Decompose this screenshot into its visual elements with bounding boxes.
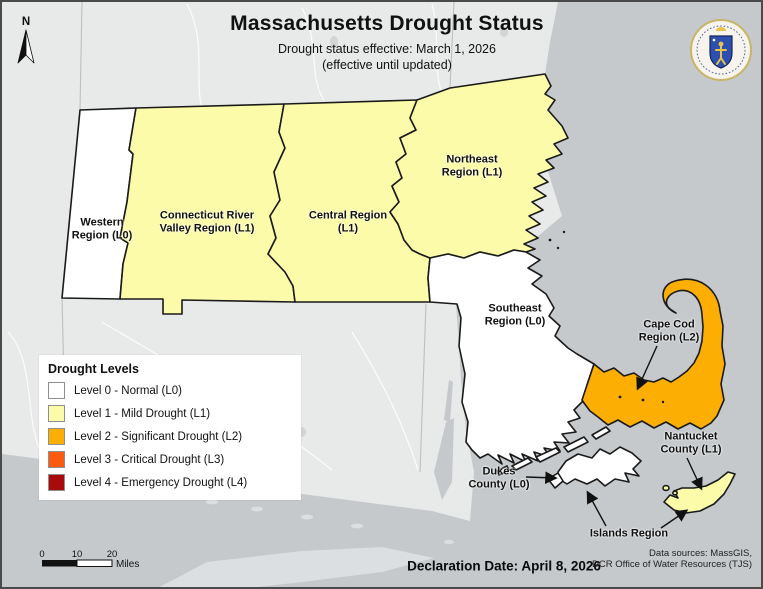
harbor-islets: [548, 230, 665, 404]
marthas-vineyard-polygon: [557, 446, 642, 487]
leader-arrow-cape-cod-icon: [636, 345, 658, 391]
scale-tick-0: 0: [39, 549, 44, 560]
label-islands-region: Islands Region: [589, 527, 669, 540]
legend-swatch-l2-icon: [48, 428, 65, 445]
legend-label-l3: Level 3 - Critical Drought (L3): [74, 453, 225, 466]
label-nantucket-county: Nantucket County (L1): [660, 430, 722, 456]
page-title: Massachusetts Drought Status: [230, 12, 544, 35]
narragansett-bay: [434, 380, 454, 500]
north-arrow-icon: N: [17, 16, 35, 64]
effective-date-subtitle: Drought status effective: March 1, 2026: [278, 42, 496, 56]
legend-row-l3: Level 3 - Critical Drought (L3): [48, 451, 291, 468]
legend-swatch-l4-icon: [48, 474, 65, 491]
tuckernuck-island: [662, 484, 670, 492]
scale-tick-20: 20: [107, 549, 118, 560]
legend-swatch-l3-icon: [48, 451, 65, 468]
label-southeast-region: Southeast Region (L0): [484, 302, 546, 328]
label-northeast-region: Northeast Region (L1): [441, 153, 503, 179]
label-central-region: Central Region (L1): [308, 209, 388, 235]
leader-arrow-dukes-icon: [525, 471, 558, 484]
legend-row-l2: Level 2 - Significant Drought (L2): [48, 428, 291, 445]
region-northeast-polygon: [389, 73, 569, 259]
effective-note: (effective until updated): [322, 58, 452, 72]
legend-row-l1: Level 1 - Mild Drought (L1): [48, 405, 291, 422]
leader-arrow-islands-right-icon: [660, 509, 689, 529]
leader-arrow-nantucket-icon: [686, 457, 703, 491]
scale-tick-10: 10: [72, 549, 83, 560]
muskeget-island: [671, 490, 678, 496]
drought-levels-legend: Drought Levels Level 0 - Normal (L0) Lev…: [39, 355, 301, 500]
declaration-date: Declaration Date: April 8, 2026: [407, 558, 601, 574]
scale-unit: Miles: [116, 559, 139, 570]
label-ct-valley-region: Connecticut River Valley Region (L1): [159, 209, 255, 235]
region-cape-cod-polygon: [581, 278, 726, 430]
region-southeast-polygon: [427, 249, 595, 465]
massachusetts-seal-icon: [690, 19, 752, 81]
title-block: Massachusetts Drought Status Drought sta…: [147, 12, 627, 72]
leader-arrow-islands-left-icon: [586, 490, 607, 527]
legend-label-l0: Level 0 - Normal (L0): [74, 384, 183, 397]
label-dukes-county: Dukes County (L0): [468, 465, 530, 491]
legend-row-l4: Level 4 - Emergency Drought (L4): [48, 474, 291, 491]
legend-label-l1: Level 1 - Mild Drought (L1): [74, 407, 211, 420]
legend-label-l2: Level 2 - Significant Drought (L2): [74, 430, 243, 443]
legend-label-l4: Level 4 - Emergency Drought (L4): [74, 476, 248, 489]
data-sources: Data sources: MassGIS, DCR Office of Wat…: [592, 548, 752, 571]
label-cape-cod-region: Cape Cod Region (L2): [638, 318, 700, 344]
label-western-region: Western Region (L0): [71, 216, 133, 242]
legend-swatch-l0-icon: [48, 382, 65, 399]
scale-bar: 0 10 20 Miles: [39, 549, 139, 570]
legend-swatch-l1-icon: [48, 405, 65, 422]
legend-row-l0: Level 0 - Normal (L0): [48, 382, 291, 399]
elizabeth-islands: [496, 426, 611, 476]
north-label: N: [22, 16, 30, 28]
legend-title: Drought Levels: [48, 362, 139, 376]
leader-arrows: [525, 345, 703, 529]
